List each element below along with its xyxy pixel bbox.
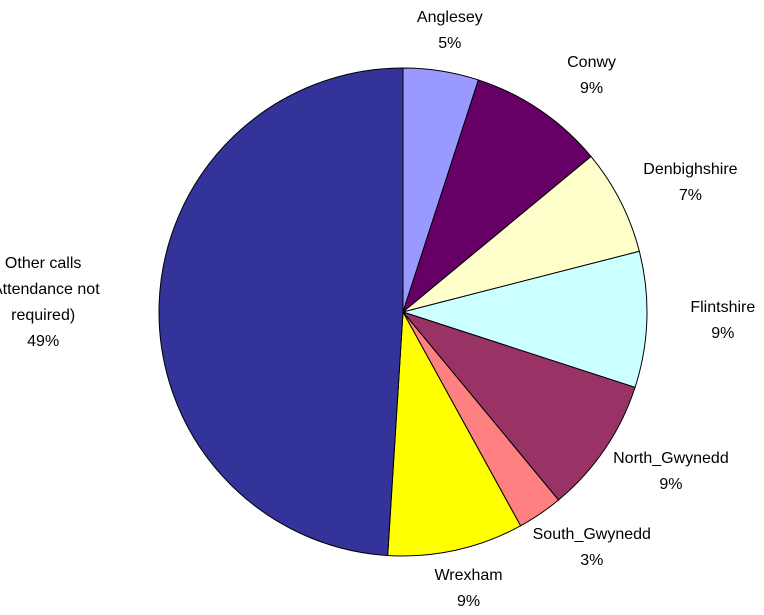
slice-label: Other calls (Attendance not required) 49% bbox=[0, 251, 108, 355]
slice-percent: 5% bbox=[438, 34, 462, 52]
slice-name: Conwy bbox=[567, 54, 617, 72]
slice-label: North_Gwynedd 9% bbox=[613, 446, 729, 498]
slice-name: South_Gwynedd bbox=[532, 525, 651, 543]
slice-label: Flintshire 9% bbox=[690, 295, 755, 347]
slice-name: Anglesey bbox=[416, 8, 483, 26]
slice-label: South_Gwynedd 3% bbox=[533, 522, 651, 574]
pie-slice bbox=[402, 155, 640, 313]
slice-percent: 3% bbox=[580, 551, 604, 569]
slice-label: Conwy 9% bbox=[567, 50, 616, 102]
pie-slice bbox=[387, 310, 522, 557]
slice-percent: 9% bbox=[580, 80, 604, 98]
pie-slice bbox=[401, 250, 648, 389]
slice-name: Denbighshire bbox=[643, 160, 738, 178]
slice-name: Flintshire bbox=[690, 298, 756, 316]
slice-percent: 9% bbox=[456, 593, 481, 610]
pie-slice bbox=[401, 79, 592, 314]
slice-name: North_Gwynedd bbox=[613, 450, 729, 468]
slice-percent: 9% bbox=[659, 476, 683, 494]
pie-slice bbox=[401, 310, 636, 501]
slice-name: Wrexham bbox=[434, 567, 503, 584]
slice-label: Anglesey 5% bbox=[417, 5, 483, 57]
slice-label: Denbighshire 7% bbox=[643, 157, 737, 209]
slice-label: Wrexham 9% bbox=[434, 563, 502, 615]
slice-name: Other calls (Attendance not required) bbox=[0, 255, 100, 325]
slice-percent: 49% bbox=[27, 333, 60, 351]
slice-percent: 9% bbox=[711, 324, 735, 342]
slice-percent: 7% bbox=[678, 186, 702, 204]
pie-slice bbox=[158, 67, 404, 557]
